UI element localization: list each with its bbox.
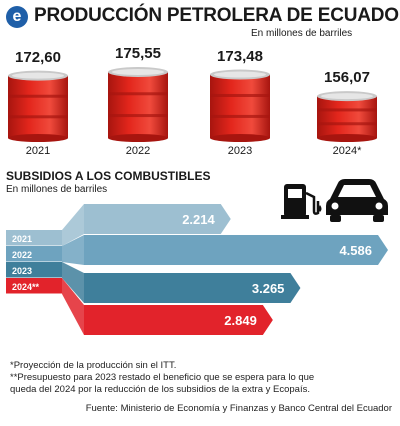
subsidy-bar-2022: 2022 4.586 <box>6 235 388 265</box>
source-note: Fuente: Ministerio de Economía y Finanza… <box>85 403 392 414</box>
production-year-label: 2024* <box>332 145 362 157</box>
brand-logo: e <box>6 6 28 28</box>
subsidy-value-label: 2.849 <box>224 313 257 328</box>
fuel-pump-icon <box>281 184 322 219</box>
footnote-2: **Presupuesto para 2023 restado el benef… <box>10 372 315 383</box>
subsidy-year-label: 2023 <box>12 266 32 276</box>
production-value-label: 175,55 <box>115 45 161 62</box>
car-icon <box>326 179 388 222</box>
subsidy-value-label: 2.214 <box>182 212 215 227</box>
subsidy-value-label: 3.265 <box>252 281 285 296</box>
subsidy-bar-2024**: 2024** 2.849 <box>6 278 273 335</box>
oil-barrel-2023 <box>210 69 270 142</box>
oil-barrel-2024* <box>317 91 377 142</box>
logo-letter: e <box>12 8 22 25</box>
subsidy-year-label: 2021 <box>12 234 32 244</box>
subsidies-unit: En millones de barriles <box>6 184 108 195</box>
production-value-label: 172,60 <box>15 48 61 66</box>
page-title: PRODUCCIÓN PETROLERA DE ECUADOR <box>34 5 400 26</box>
footnote-1: *Proyección de la producción sin el ITT. <box>10 360 177 371</box>
oil-barrel-2022 <box>108 67 168 142</box>
production-value-label: 156,07 <box>324 69 370 87</box>
production-unit: En millones de barriles <box>251 28 353 39</box>
subsidies-title: SUBSIDIOS A LOS COMBUSTIBLES <box>6 169 211 183</box>
subsidies-arrow-chart: 2021 2.214 2022 4.586 2023 3.265 2024** 2.849 <box>6 204 388 335</box>
subsidy-year-label: 2022 <box>12 250 32 260</box>
production-year-label: 2021 <box>25 145 51 157</box>
production-year-label: 2023 <box>227 145 253 157</box>
footnote-3: queda del 2024 por la reducción de los s… <box>10 384 310 395</box>
subsidy-bar-2021: 2021 2.214 <box>6 204 231 247</box>
production-year-label: 2022 <box>125 145 151 157</box>
oil-barrel-2021 <box>8 70 68 142</box>
subsidy-year-label: 2024** <box>12 282 40 292</box>
subsidy-value-label: 4.586 <box>339 243 372 258</box>
production-barrel-chart <box>8 67 377 142</box>
production-value-label: 173,48 <box>217 47 263 65</box>
